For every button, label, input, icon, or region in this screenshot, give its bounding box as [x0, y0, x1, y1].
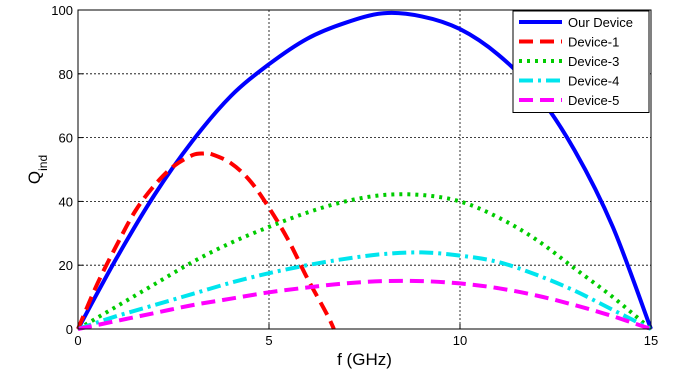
legend-label: Device-5: [568, 93, 619, 108]
y-tick-label: 40: [59, 194, 73, 209]
legend: Our Device Device-1 Device-3 Device-4 Device…: [512, 10, 650, 113]
y-axis-label-main: Q: [25, 171, 44, 184]
y-tick-label: 20: [59, 258, 73, 273]
x-tick-label: 5: [265, 333, 272, 348]
series-line-device-1: [76, 151, 336, 330]
y-tick-label: 100: [51, 3, 73, 18]
y-axis-label: Qind: [25, 155, 50, 184]
series-line-device-4: [77, 250, 652, 331]
series-line-device-5: [77, 278, 652, 331]
y-tick-label: 60: [59, 131, 73, 146]
series-lines: [76, 10, 653, 331]
y-tick-label: 0: [66, 322, 73, 337]
x-tick-label: 15: [644, 333, 658, 348]
x-axis-label: f (GHz): [337, 350, 392, 369]
y-tick-label: 80: [59, 67, 73, 82]
legend-label: Our Device: [568, 15, 633, 30]
legend-label: Device-1: [568, 35, 619, 50]
legend-label: Device-3: [568, 54, 619, 69]
series-line-our-device: [76, 10, 653, 330]
plot-frame: [77, 9, 652, 330]
y-axis-label-sub: ind: [36, 155, 50, 171]
x-tick-label: 0: [74, 333, 81, 348]
series-line-device-3: [76, 192, 653, 331]
x-tick-label: 10: [453, 333, 467, 348]
tick-labels: 0 5 10 15 0 20 40 60 80 100: [51, 3, 658, 348]
legend-label: Device-4: [568, 74, 619, 89]
